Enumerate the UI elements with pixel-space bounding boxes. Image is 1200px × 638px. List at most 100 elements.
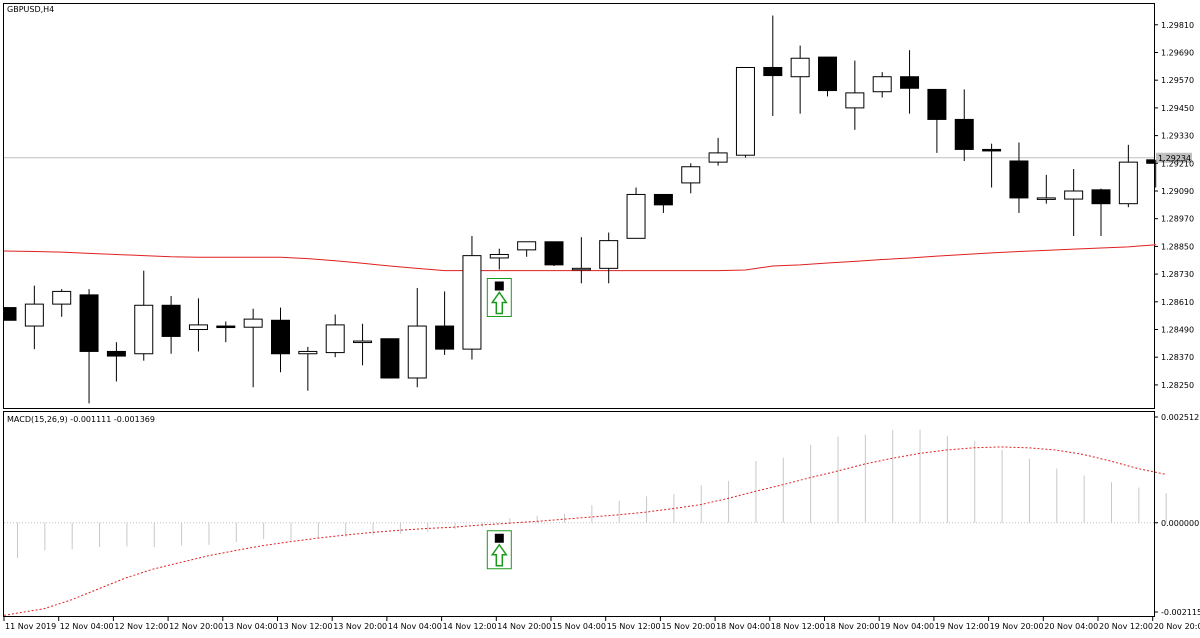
time-tick-label: 18 Nov 12:00 [771, 622, 825, 631]
bear-candle [927, 88, 947, 120]
bull-candle [243, 318, 263, 328]
bull-candle [790, 57, 810, 78]
moving-average-line [3, 243, 1156, 272]
time-tick-label: 20 Nov 20:00 [1154, 622, 1200, 631]
bear-candle [982, 148, 1002, 152]
price-tick-label: 1.29210 [1161, 159, 1194, 168]
bull-candle [681, 166, 701, 184]
price-tick-label: 1.28370 [1161, 353, 1194, 362]
bull-candle [407, 325, 427, 379]
price-buy-signal-marker [494, 281, 504, 291]
time-tick-label: 15 Nov 20:00 [661, 622, 715, 631]
time-tick-label: 18 Nov 20:00 [826, 622, 880, 631]
bull-candle [735, 66, 755, 156]
moving-average-group [3, 243, 1156, 272]
bull-candle [1118, 161, 1138, 205]
bear-candle [216, 325, 236, 329]
bear-candle [544, 241, 564, 266]
bull-candle [52, 290, 72, 305]
price-axis: 1.29810 1.29690 1.29570 1.29450 1.29330 1.292… [1154, 21, 1194, 390]
macd-tick-label: 0.000000 [1161, 519, 1199, 528]
current-price-label: 1.29234 [1158, 154, 1191, 163]
bull-candle [1064, 190, 1084, 200]
bull-candle [325, 324, 345, 354]
time-tick-label: 12 Nov 12:00 [114, 622, 168, 631]
price-tick-label: 1.28970 [1161, 215, 1194, 224]
price-panel [3, 3, 1155, 409]
bear-candle [4, 307, 17, 321]
bear-candle [435, 325, 455, 350]
buy-signal-group [486, 277, 512, 570]
price-tick-label: 1.28490 [1161, 326, 1194, 335]
bear-candle [954, 118, 974, 150]
time-tick-label: 15 Nov 04:00 [552, 622, 606, 631]
bull-candle [872, 76, 892, 93]
bull-candle [353, 340, 373, 344]
bear-candle [1146, 159, 1154, 164]
time-tick-label: 14 Nov 04:00 [388, 622, 442, 631]
bull-candle [24, 303, 44, 327]
bear-candle [161, 304, 181, 337]
bull-candle [517, 241, 537, 251]
price-tick-label: 1.28250 [1161, 381, 1194, 390]
macd-signal-group [3, 446, 1166, 616]
candles-group [4, 15, 1157, 404]
price-tick-label: 1.28850 [1161, 242, 1194, 251]
bear-candle [763, 66, 783, 77]
bear-candle [900, 76, 920, 89]
time-axis: 11 Nov 2019 12 Nov 04:00 12 Nov 12:00 12 No… [3, 617, 1200, 631]
bear-candle [818, 56, 837, 92]
price-tick-label: 1.29450 [1161, 104, 1194, 113]
bull-candle [1036, 197, 1056, 200]
time-tick-label: 14 Nov 20:00 [497, 622, 551, 631]
price-tick-label: 1.29090 [1161, 187, 1194, 196]
time-tick-label: 11 Nov 2019 [5, 622, 56, 631]
price-buy-signal-box [486, 277, 512, 317]
time-tick-label: 13 Nov 20:00 [333, 622, 387, 631]
time-tick-label: 12 Nov 04:00 [60, 622, 114, 631]
up-arrow-icon [490, 291, 508, 315]
time-tick-label: 18 Nov 04:00 [716, 622, 770, 631]
price-tick-label: 1.29330 [1161, 132, 1194, 141]
time-tick-label: 19 Nov 12:00 [935, 622, 989, 631]
time-tick-label: 13 Nov 12:00 [279, 622, 333, 631]
time-tick-label: 20 Nov 12:00 [1099, 622, 1153, 631]
bear-candle [1091, 189, 1111, 205]
bear-candle [380, 338, 400, 379]
bull-candle [462, 255, 482, 350]
bear-candle [1009, 160, 1029, 199]
bull-candle [298, 350, 318, 355]
current-price-badge [1156, 152, 1192, 163]
bear-candle [271, 319, 290, 355]
bull-candle [845, 92, 865, 109]
bull-candle [188, 324, 208, 331]
price-tick-label: 1.29570 [1161, 76, 1194, 85]
time-tick-label: 14 Nov 12:00 [443, 622, 497, 631]
bull-candle [626, 193, 646, 239]
macd-panel [3, 411, 1155, 617]
price-tick-label: 1.29690 [1161, 48, 1194, 57]
macd-tick-label: -0.002115 [1161, 608, 1200, 617]
bear-candle [106, 350, 126, 357]
time-tick-label: 13 Nov 04:00 [224, 622, 278, 631]
time-tick-label: 20 Nov 04:00 [1044, 622, 1098, 631]
macd-signal-line [3, 446, 1166, 616]
time-tick-label: 12 Nov 20:00 [169, 622, 223, 631]
time-tick-label: 15 Nov 12:00 [607, 622, 661, 631]
bear-candle [79, 294, 99, 352]
price-tick-label: 1.28610 [1161, 298, 1194, 307]
current-price-line-group: 1.29234 [4, 152, 1192, 163]
up-arrow-icon [490, 543, 508, 567]
macd-tick-label: 0.002512 [1161, 413, 1199, 422]
macd-buy-signal-marker [494, 533, 504, 543]
macd-histogram-group [4, 429, 1167, 559]
bull-candle [134, 304, 154, 355]
bull-candle [599, 240, 619, 269]
bear-candle [653, 193, 673, 206]
price-panel-title: GBPUSD,H4 [7, 5, 54, 14]
bull-candle [571, 267, 591, 271]
bull-candle [489, 253, 509, 259]
price-tick-label: 1.28730 [1161, 270, 1194, 279]
